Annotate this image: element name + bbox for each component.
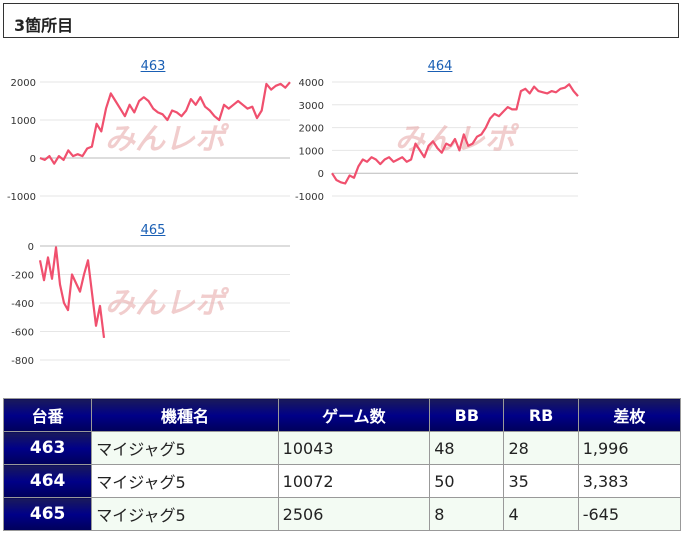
table-row: 463 マイジャグ5 10043 48 28 1,996 — [2, 431, 682, 465]
chart-link-463[interactable]: 463 — [140, 59, 166, 74]
section-title-box: 3箇所目 — [3, 3, 679, 38]
game-count-cell: 10072 — [277, 464, 431, 498]
series-line — [38, 246, 106, 339]
y-tick-label: -800 — [11, 356, 34, 367]
game-count-cell: 10043 — [277, 431, 431, 465]
watermark-logo: みんレポ — [395, 122, 520, 157]
machine-name-cell: マイジャグ5 — [91, 497, 279, 531]
y-tick-label: 0 — [28, 242, 34, 253]
y-tick-label: -400 — [11, 299, 34, 310]
watermark-logo: みんレポ — [105, 286, 230, 321]
y-tick-label: 3000 — [299, 101, 324, 112]
y-tick-label: -200 — [11, 271, 34, 282]
machine-name-cell: マイジャグ5 — [91, 431, 279, 465]
y-tick-label: 2000 — [299, 124, 324, 135]
table-row: 465 マイジャグ5 2506 8 4 -645 — [2, 497, 682, 531]
y-tick-label: 0 — [30, 154, 36, 165]
difference-cell: -645 — [577, 497, 682, 531]
table-row: 464 マイジャグ5 10072 50 35 3,383 — [2, 464, 682, 498]
bb-cell: 50 — [429, 464, 505, 498]
y-tick-label: 2000 — [11, 78, 36, 89]
header-bb: BB — [429, 398, 505, 432]
header-rb: RB — [503, 398, 579, 432]
game-count-cell: 2506 — [277, 497, 431, 531]
series-line — [39, 81, 291, 165]
header-machine-name: 機種名 — [91, 398, 279, 432]
unit-number-cell[interactable]: 463 — [2, 431, 93, 465]
table-header-row: 台番 機種名 ゲーム数 BB RB 差枚 — [2, 398, 682, 432]
rb-cell: 35 — [503, 464, 579, 498]
header-difference: 差枚 — [577, 398, 682, 432]
y-tick-label: -1000 — [295, 192, 324, 203]
y-tick-label: -1000 — [7, 192, 36, 203]
machine-data-table: 台番 機種名 ゲーム数 BB RB 差枚 463 マイジャグ5 10043 48… — [2, 398, 682, 531]
bb-cell: 48 — [429, 431, 505, 465]
rb-cell: 4 — [503, 497, 579, 531]
y-tick-label: 1000 — [299, 146, 324, 157]
y-tick-label: -600 — [11, 328, 34, 339]
header-game-count: ゲーム数 — [277, 398, 431, 432]
machine-name-cell: マイジャグ5 — [91, 464, 279, 498]
difference-cell: 1,996 — [577, 431, 682, 465]
series-line — [331, 83, 579, 185]
chart-link-464[interactable]: 464 — [427, 59, 453, 74]
chart-link-465[interactable]: 465 — [140, 223, 166, 238]
unit-number-cell[interactable]: 465 — [2, 497, 93, 531]
difference-cell: 3,383 — [577, 464, 682, 498]
unit-number-cell[interactable]: 464 — [2, 464, 93, 498]
bb-cell: 8 — [429, 497, 505, 531]
header-unit-number: 台番 — [2, 398, 93, 432]
y-tick-label: 4000 — [299, 78, 324, 89]
y-tick-label: 0 — [318, 169, 324, 180]
y-tick-label: 1000 — [11, 116, 36, 127]
section-title: 3箇所目 — [14, 16, 74, 35]
watermark-logo: みんレポ — [105, 122, 230, 157]
rb-cell: 28 — [503, 431, 579, 465]
